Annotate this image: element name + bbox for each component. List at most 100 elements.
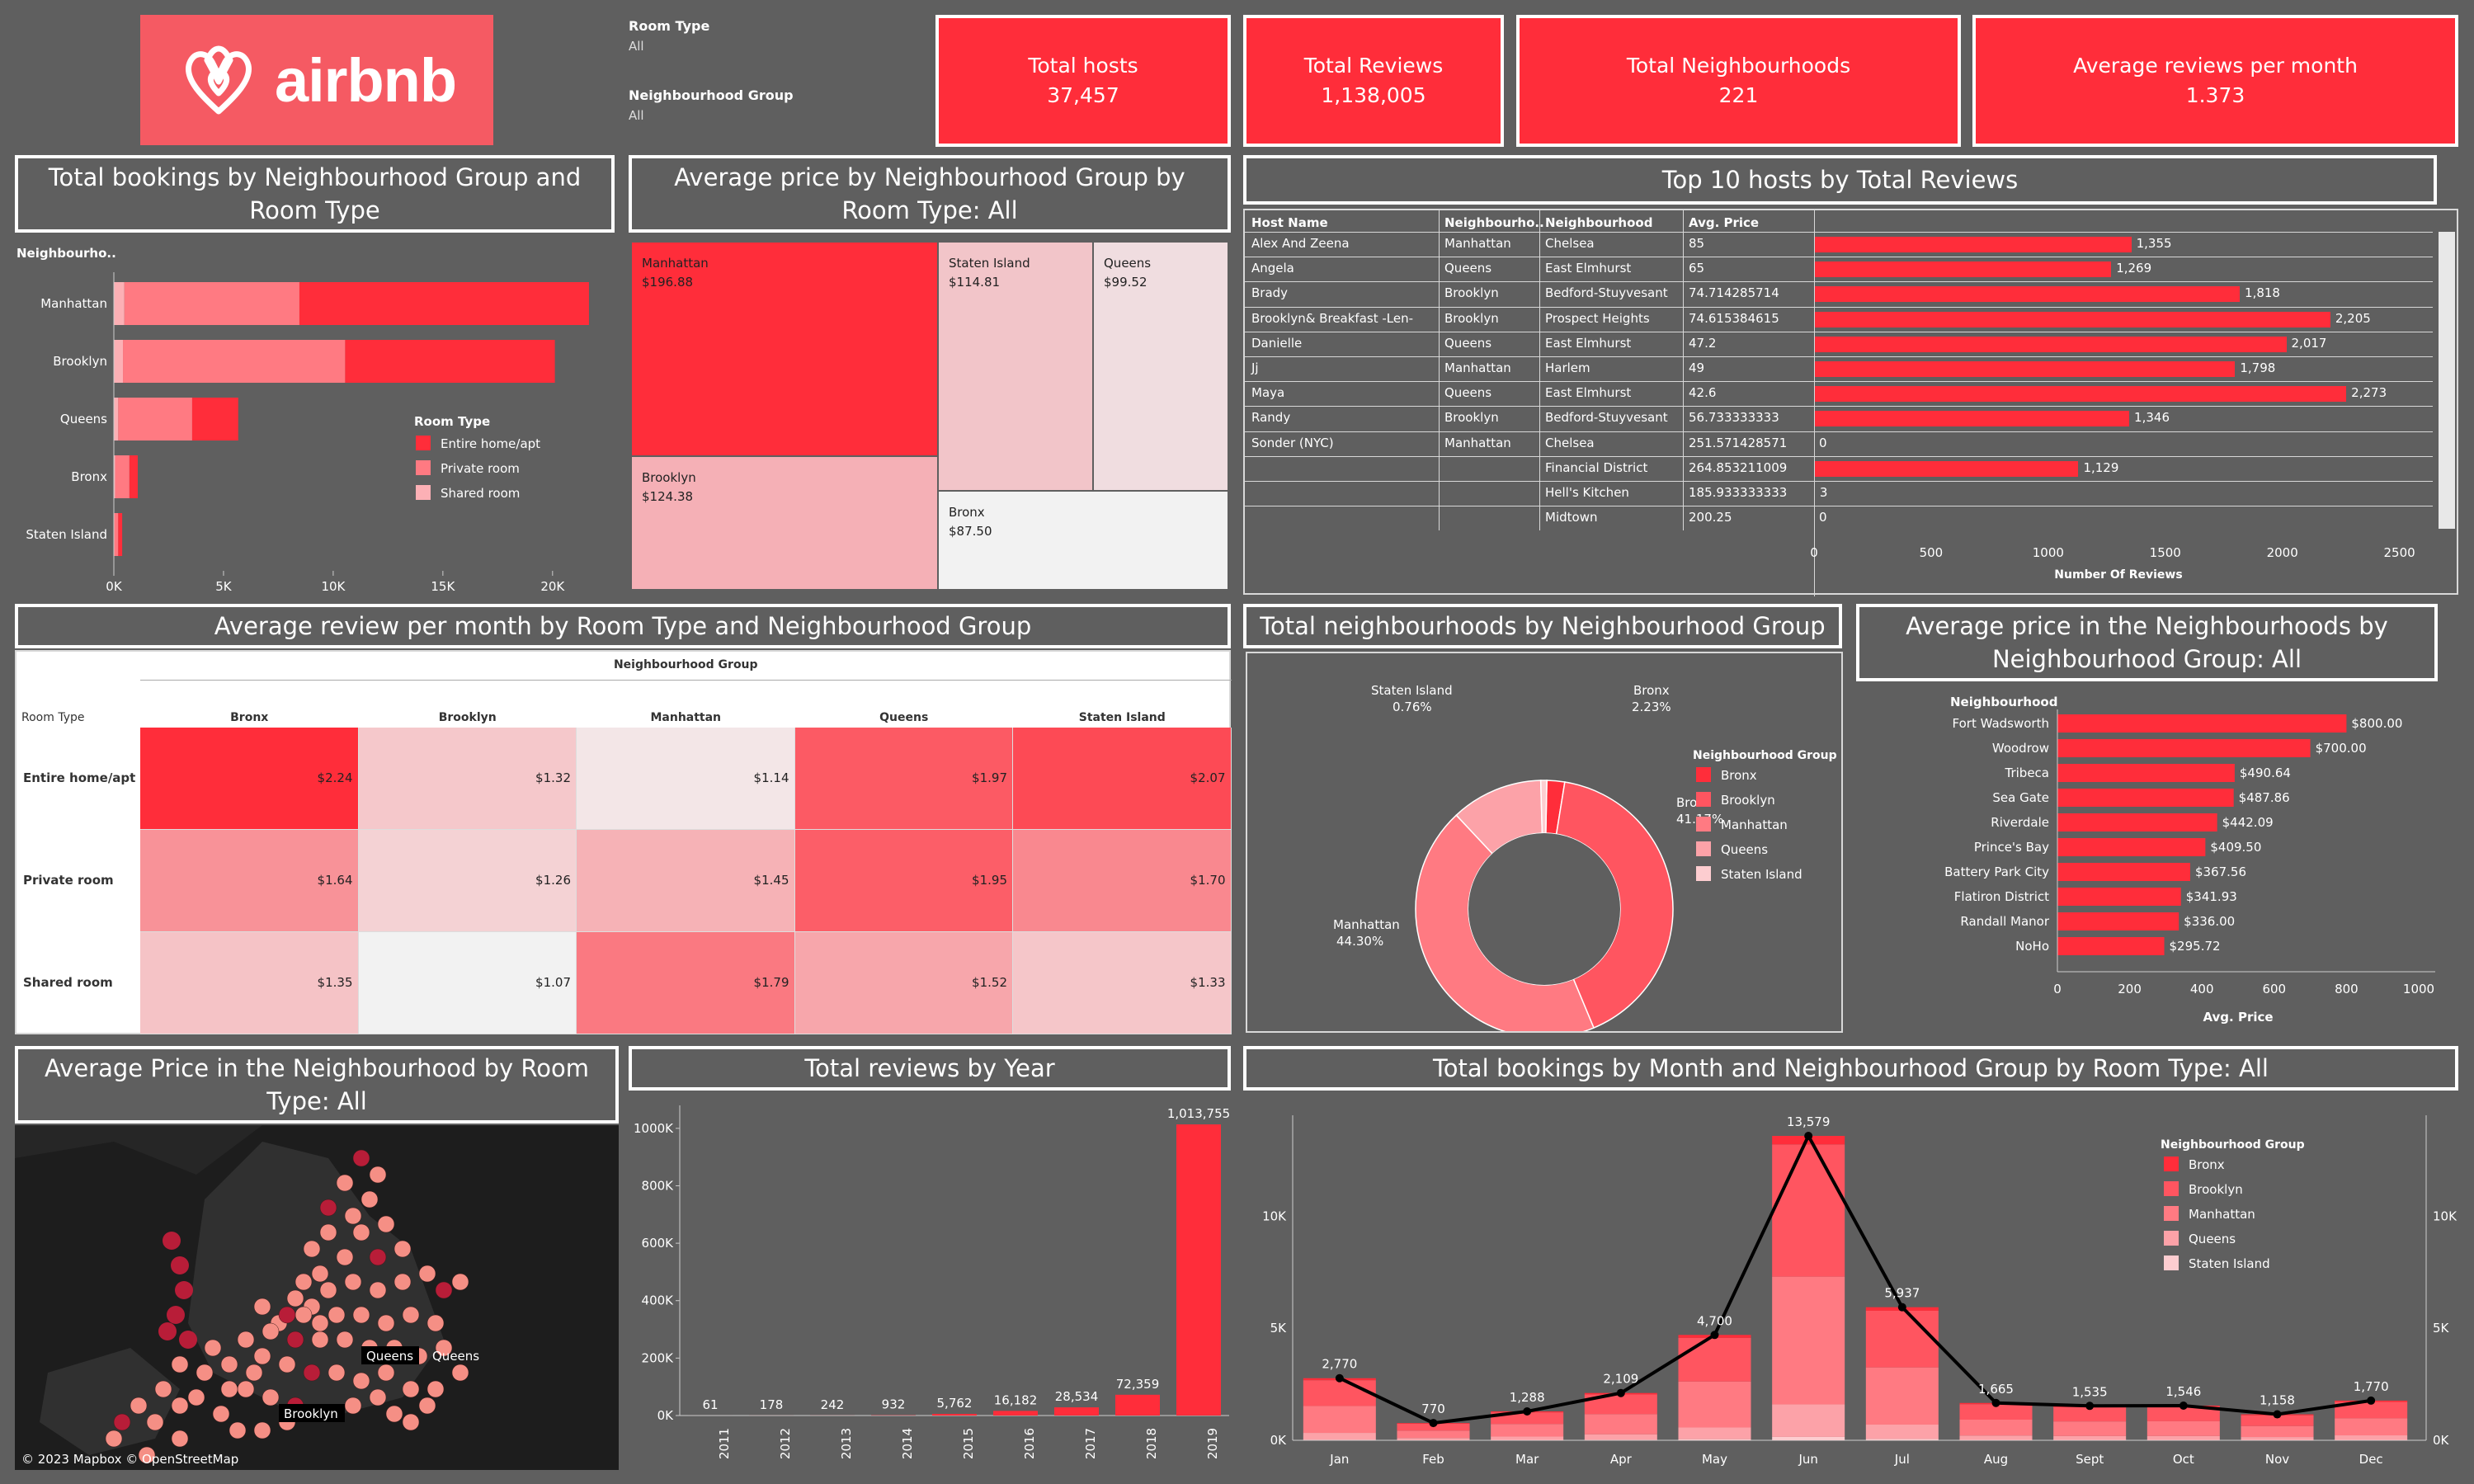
x-tick-label: Apr <box>1610 1452 1633 1467</box>
logo-text: airbnb <box>274 45 457 115</box>
heatmap-cell: $1.35 <box>140 932 359 1034</box>
map-point <box>393 1273 412 1291</box>
map-point <box>369 1281 387 1299</box>
map-point <box>229 1421 247 1439</box>
category-label: NoHo <box>2015 939 2049 954</box>
total-point <box>1429 1419 1438 1428</box>
heatmap-cell: $1.95 <box>794 830 1013 932</box>
bar <box>1054 1407 1099 1416</box>
x-tick-label: Nov <box>2265 1452 2289 1467</box>
map-point <box>311 1314 329 1332</box>
bar-segment <box>1584 1414 1657 1435</box>
x-tick-label: Mar <box>1515 1452 1539 1467</box>
map-price-by-neighbourhood[interactable]: Queens Queens Brooklyn © 2023 Mapbox © Open… <box>15 1125 619 1470</box>
donut-slice <box>1539 780 1548 834</box>
treemap-name: Brooklyn <box>642 470 696 485</box>
x-tick-label: 20K <box>540 579 565 594</box>
title-bookings-by-group: Total bookings by Neighbourhood Group an… <box>15 155 615 233</box>
category-label: Staten Island <box>26 527 107 542</box>
column-group-header: Neighbourhood Group <box>613 658 758 671</box>
y-tick-label: 0K <box>657 1408 675 1423</box>
map-point <box>426 1380 445 1398</box>
legend-swatch <box>2164 1206 2179 1221</box>
bar-segment <box>1678 1427 1751 1439</box>
bar-segment <box>1959 1420 2033 1436</box>
table-cell: Sonder (NYC) <box>1251 435 1334 450</box>
slice-label-name: Manhattan <box>1333 917 1400 932</box>
total-point <box>2085 1402 2095 1411</box>
total-label: 2,770 <box>1322 1357 1357 1372</box>
table-cell: Randy <box>1251 410 1291 426</box>
chart-reviews-by-year: 0K 200K 400K 600K 800K 1000K 61 2011 178 2012 242 2… <box>634 1105 1230 1459</box>
column-label: Staten Island <box>1078 711 1166 724</box>
x-tick-label: 1500 <box>2149 545 2181 561</box>
table-cell: 47.2 <box>1689 335 1717 351</box>
table-cell: 251.571428571 <box>1689 435 1788 450</box>
map-point <box>418 1265 436 1283</box>
total-label: 1,770 <box>2354 1379 2389 1394</box>
bar-label: $336.00 <box>2184 914 2235 929</box>
table-cell: Manhattan <box>1444 435 1511 450</box>
filter-room-type[interactable]: Room Type All <box>629 18 709 54</box>
bar-segment <box>2053 1435 2127 1440</box>
heatmap-cell: $1.07 <box>358 932 577 1034</box>
filter-neighbourhood-group[interactable]: Neighbourhood Group All <box>629 87 794 123</box>
heatmap-cell: $1.70 <box>1013 830 1232 932</box>
bar-segment <box>1865 1424 1939 1439</box>
table-cell: Brady <box>1251 285 1289 301</box>
legend-swatch <box>2164 1256 2179 1270</box>
review-bar <box>1814 336 2287 352</box>
table-cell: East Elmhurst <box>1545 385 1632 401</box>
map-point <box>138 1446 156 1464</box>
heatmap-value: $1.70 <box>1190 873 1226 888</box>
map-point <box>328 1364 346 1382</box>
review-label: 1,269 <box>2116 261 2152 276</box>
treemap-value: $87.50 <box>949 524 992 539</box>
bar-label: $341.93 <box>2186 889 2237 904</box>
kpi-label: Average reviews per month <box>2073 54 2358 78</box>
map-point <box>171 1256 189 1274</box>
chart-bookings-by-group: Neighbourho.. Manhattan Brooklyn Queens Bron… <box>16 246 589 594</box>
bar <box>2057 764 2235 782</box>
bar-label: $490.64 <box>2240 766 2291 780</box>
bar-segment <box>2053 1439 2127 1440</box>
legend-label: Shared room <box>441 486 520 501</box>
column-header: Avg. Price <box>1689 215 1760 230</box>
filter-value[interactable]: All <box>629 108 644 123</box>
map-point <box>295 1306 313 1324</box>
map-point <box>167 1306 185 1324</box>
table-row <box>1245 481 2433 506</box>
legend-label: Staten Island <box>2189 1256 2270 1271</box>
map-point <box>426 1314 445 1332</box>
table-row <box>1245 281 2433 306</box>
row-header: Room Type <box>21 711 85 724</box>
column-header: Neighbourhood <box>1545 215 1653 230</box>
treemap-tile: Queens $99.52 <box>1094 243 1228 490</box>
y-tick-label: 0K <box>1270 1433 1288 1448</box>
filter-value[interactable]: All <box>629 39 644 54</box>
bar-segment <box>114 340 124 383</box>
table-cell: 200.25 <box>1689 510 1732 525</box>
bar-label: $800.00 <box>2351 716 2402 731</box>
map-point <box>175 1281 193 1299</box>
review-label: 2,273 <box>2351 385 2387 401</box>
chart-avg-price-neigh: Neighbourhood Fort Wadsworth $800.00 Woodro… <box>1944 695 2435 1025</box>
bar-segment <box>1772 1436 1845 1440</box>
total-point <box>2367 1396 2376 1405</box>
map-point <box>212 1405 230 1423</box>
table-cell: Queens <box>1444 261 1492 276</box>
kpi-label: Total Neighbourhoods <box>1626 54 1851 78</box>
x-tick-label: 0 <box>1810 545 1818 561</box>
legend-label: Manhattan <box>2189 1207 2255 1222</box>
category-label: Fort Wadsworth <box>1953 716 2050 731</box>
legend-label: Staten Island <box>1721 867 1802 882</box>
x-tick-label: 0K <box>106 579 123 594</box>
bar-segment <box>1584 1394 1657 1415</box>
map-credit: © 2023 Mapbox © OpenStreetMap <box>21 1452 238 1467</box>
map-point <box>295 1273 313 1291</box>
review-bar <box>1814 361 2236 377</box>
bar-label: 28,534 <box>1055 1389 1099 1404</box>
bar-segment <box>118 513 123 556</box>
total-label: 4,700 <box>1697 1313 1732 1328</box>
x-tick-label: 2500 <box>2383 545 2415 561</box>
